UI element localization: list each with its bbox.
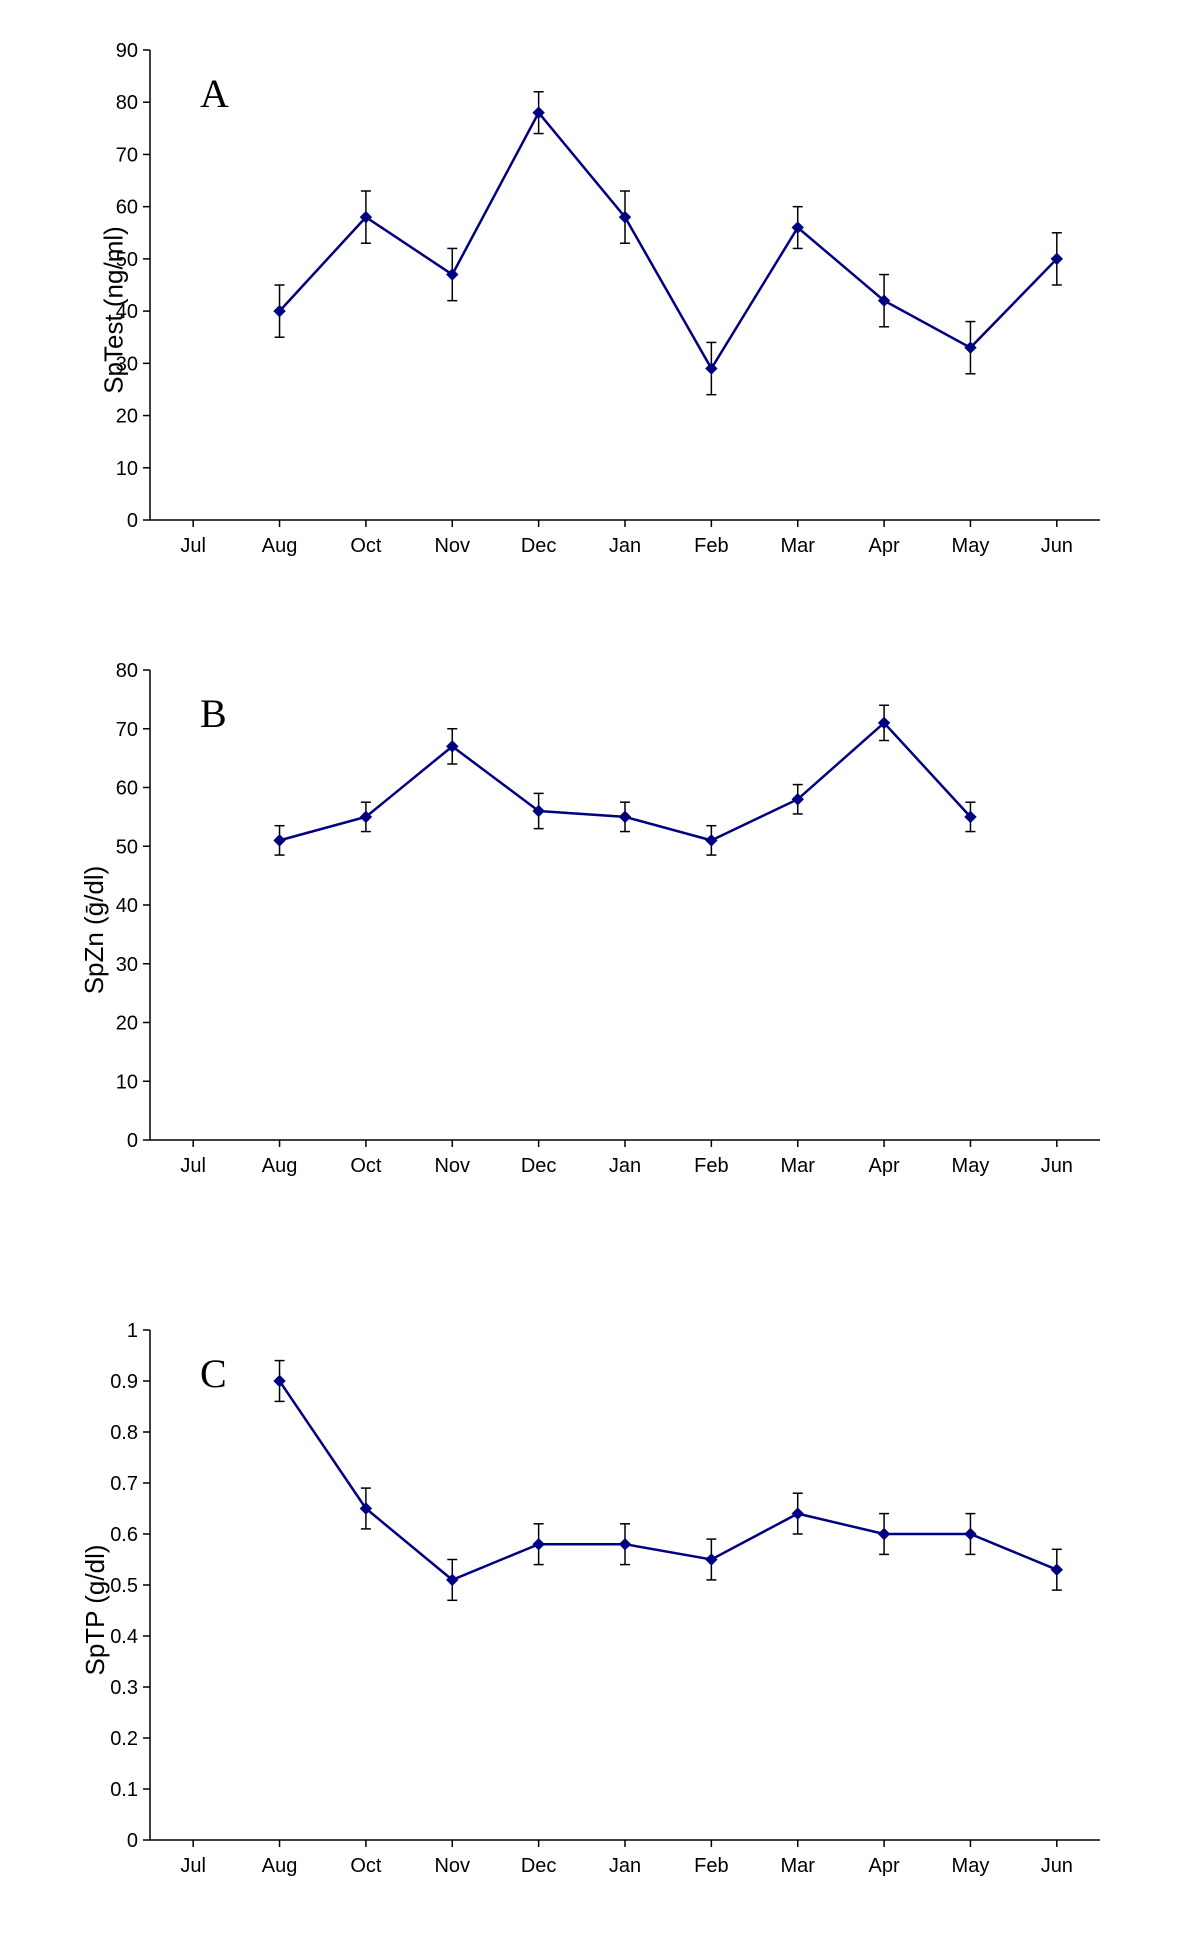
svg-text:0.9: 0.9: [110, 1371, 138, 1393]
svg-text:90: 90: [116, 40, 138, 62]
svg-text:Dec: Dec: [521, 1155, 557, 1177]
svg-text:Oct: Oct: [350, 535, 382, 557]
svg-text:May: May: [952, 1155, 990, 1177]
chart-panel-b: SpZn (ḡ/dl) B 0 10 20 30 40 50 60 70 80 Jul Aug Oct…: [80, 660, 1120, 1200]
svg-text:Jan: Jan: [609, 535, 641, 557]
svg-text:0: 0: [127, 510, 138, 532]
svg-text:0.2: 0.2: [110, 1728, 138, 1750]
svg-text:Mar: Mar: [781, 535, 816, 557]
svg-text:10: 10: [116, 458, 138, 480]
panel-letter-b: B: [200, 690, 227, 737]
svg-text:Oct: Oct: [350, 1155, 382, 1177]
svg-text:60: 60: [116, 778, 138, 800]
svg-text:70: 70: [116, 719, 138, 741]
svg-text:Aug: Aug: [262, 1855, 298, 1877]
svg-text:0.8: 0.8: [110, 1422, 138, 1444]
ylabel-a: SpTest (ng/ml): [98, 226, 129, 394]
svg-text:May: May: [952, 1855, 990, 1877]
svg-text:Aug: Aug: [262, 1155, 298, 1177]
svg-text:Jun: Jun: [1041, 1855, 1073, 1877]
svg-text:Jul: Jul: [180, 535, 206, 557]
svg-text:Nov: Nov: [434, 1155, 470, 1177]
svg-text:80: 80: [116, 660, 138, 682]
svg-text:Nov: Nov: [434, 535, 470, 557]
page: SpTest (ng/ml) A 0102030405060708090JulA…: [0, 0, 1200, 1943]
chart-panel-a: SpTest (ng/ml) A 0102030405060708090JulA…: [80, 40, 1120, 580]
svg-text:70: 70: [116, 144, 138, 166]
svg-text:Feb: Feb: [694, 1855, 728, 1877]
svg-text:Jan: Jan: [609, 1855, 641, 1877]
svg-text:0.4: 0.4: [110, 1626, 138, 1648]
svg-text:40: 40: [116, 895, 138, 917]
svg-text:0.3: 0.3: [110, 1677, 138, 1699]
svg-text:Dec: Dec: [521, 1855, 557, 1877]
svg-text:Feb: Feb: [694, 535, 728, 557]
svg-text:Jun: Jun: [1041, 1155, 1073, 1177]
panel-letter-a: A: [200, 70, 229, 117]
svg-text:80: 80: [116, 92, 138, 114]
svg-text:60: 60: [116, 197, 138, 219]
svg-text:0: 0: [127, 1830, 138, 1852]
ylabel-c: SpTP (g/dl): [80, 1544, 111, 1675]
svg-text:Feb: Feb: [694, 1155, 728, 1177]
chart-panel-c: SpTP (g/dl) C 00.10.20.30.40.50.60.70.80…: [80, 1320, 1120, 1900]
svg-text:Mar: Mar: [781, 1855, 816, 1877]
svg-text:10: 10: [116, 1071, 138, 1093]
svg-text:20: 20: [116, 1013, 138, 1035]
svg-text:Apr: Apr: [869, 1855, 900, 1877]
svg-text:Jun: Jun: [1041, 535, 1073, 557]
svg-text:Oct: Oct: [350, 1855, 382, 1877]
chart-svg-c: 0 0.1 0.2 0.3 0.4 0.5 0.6 0.7 0.8 0.9 1 Jul Aug Oct No…: [80, 1320, 1120, 1900]
ylabel-b: SpZn (ḡ/dl): [79, 866, 110, 995]
svg-text:Mar: Mar: [781, 1155, 816, 1177]
svg-text:Jul: Jul: [180, 1855, 206, 1877]
svg-text:Dec: Dec: [521, 535, 557, 557]
svg-text:Apr: Apr: [869, 1155, 900, 1177]
svg-text:0: 0: [127, 1130, 138, 1152]
svg-text:Aug: Aug: [262, 535, 298, 557]
svg-text:Jul: Jul: [180, 1155, 206, 1177]
svg-text:May: May: [952, 535, 990, 557]
svg-text:0.7: 0.7: [110, 1473, 138, 1495]
svg-text:0.6: 0.6: [110, 1524, 138, 1546]
svg-text:0.5: 0.5: [110, 1575, 138, 1597]
svg-text:30: 30: [116, 954, 138, 976]
chart-svg-b: 0 10 20 30 40 50 60 70 80 Jul Aug Oct Nov Dec Jan Feb Ma…: [80, 660, 1120, 1200]
svg-text:Nov: Nov: [434, 1855, 470, 1877]
svg-text:0.1: 0.1: [110, 1779, 138, 1801]
svg-text:20: 20: [116, 406, 138, 428]
panel-letter-c: C: [200, 1350, 227, 1397]
svg-text:1: 1: [127, 1320, 138, 1342]
svg-text:Apr: Apr: [869, 535, 900, 557]
svg-text:Jan: Jan: [609, 1155, 641, 1177]
chart-svg-a: 0102030405060708090JulAugOctNovDecJanFeb…: [80, 40, 1120, 580]
svg-text:50: 50: [116, 836, 138, 858]
